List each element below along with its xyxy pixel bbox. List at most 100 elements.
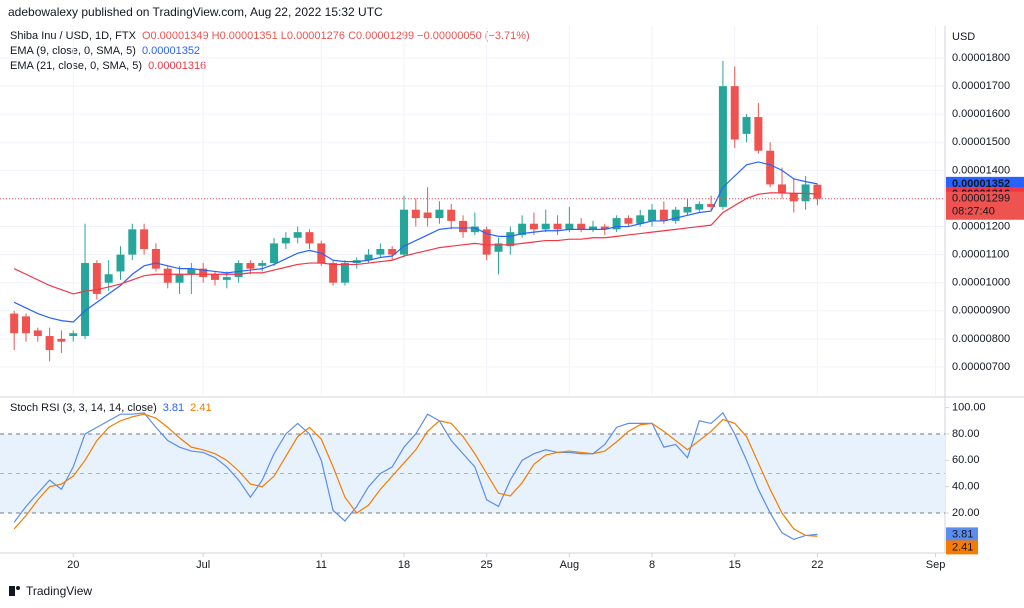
y-tick-label: 60.00 bbox=[952, 454, 980, 466]
candle-body bbox=[482, 229, 491, 255]
candle-body bbox=[305, 232, 314, 244]
x-tick-label: 18 bbox=[398, 559, 410, 571]
y-tick-label: 0.00001100 bbox=[952, 249, 1009, 261]
candle-body bbox=[435, 209, 444, 219]
candle-body bbox=[293, 232, 302, 238]
y-tick-label: 0.00001200 bbox=[952, 220, 1010, 232]
candle-body bbox=[683, 206, 692, 213]
candle-body bbox=[163, 268, 172, 283]
legend-label: Stoch RSI (3, 3, 14, 14, close) bbox=[10, 402, 157, 414]
candle-body bbox=[565, 223, 574, 230]
x-tick-label: 22 bbox=[811, 559, 823, 571]
candle-body bbox=[577, 223, 586, 230]
candle-body bbox=[57, 338, 66, 342]
y-tick-label: 0.00000700 bbox=[952, 361, 1010, 373]
ema-legend: EMA (9, close, 0, SMA, 5) 0.00001352 bbox=[10, 45, 200, 57]
y-tick-label: 0.00001700 bbox=[952, 80, 1010, 92]
legend-value: 0.00001352 bbox=[142, 45, 200, 57]
value-label-box bbox=[946, 527, 978, 542]
y-tick-label: 0.00001500 bbox=[952, 136, 1010, 148]
price-label-box bbox=[946, 191, 1024, 220]
candle-body bbox=[104, 274, 113, 283]
value-label: 3.81 bbox=[952, 528, 973, 540]
candle-body bbox=[553, 223, 562, 230]
candle-body bbox=[210, 274, 219, 280]
candle-body bbox=[270, 243, 279, 264]
candle-body bbox=[612, 218, 621, 230]
candle-body bbox=[506, 232, 515, 247]
candle-body bbox=[518, 223, 527, 235]
y-tick-label: 40.00 bbox=[952, 481, 980, 493]
legend-value: 2.41 bbox=[190, 402, 211, 414]
candle-body bbox=[459, 220, 468, 233]
logo-icon bbox=[16, 586, 20, 590]
logo: TradingView bbox=[9, 584, 92, 598]
candle-body bbox=[695, 204, 704, 210]
x-tick-label: 8 bbox=[649, 559, 655, 571]
candle-body bbox=[742, 117, 751, 134]
value-label: 2.41 bbox=[952, 541, 973, 553]
candle-body bbox=[777, 184, 786, 193]
symbol-legend: Shiba Inu / USD, 1D, FTX O0.00001349 H0.0… bbox=[10, 30, 530, 42]
line bbox=[13, 192, 818, 295]
candle-body bbox=[187, 268, 196, 275]
price-label: 0.00001299 bbox=[952, 193, 1010, 205]
candle-body bbox=[69, 333, 78, 337]
y-tick-label: 0.00001600 bbox=[952, 108, 1010, 120]
line bbox=[13, 161, 818, 323]
candle-body bbox=[624, 218, 633, 224]
candle-body bbox=[718, 86, 727, 207]
candle-body bbox=[329, 263, 338, 283]
candle-body bbox=[588, 226, 597, 230]
x-tick-label: Aug bbox=[560, 559, 580, 571]
candle-body bbox=[636, 215, 645, 224]
line bbox=[13, 411, 818, 541]
y-tick-label: 0.00001800 bbox=[952, 52, 1010, 64]
candle-body bbox=[222, 277, 231, 280]
stoch-legend: Stoch RSI (3, 3, 14, 14, close) 3.81 2.41 bbox=[10, 402, 212, 414]
candle-body bbox=[45, 336, 54, 351]
candle-body bbox=[92, 263, 101, 294]
candle-body bbox=[128, 229, 137, 255]
candle-body bbox=[10, 313, 19, 334]
y-tick-label: 0.00001000 bbox=[952, 277, 1010, 289]
candle-body bbox=[258, 263, 267, 266]
legend-value: 3.81 bbox=[163, 402, 184, 414]
candle-body bbox=[281, 237, 290, 244]
candle-body bbox=[199, 268, 208, 278]
candle-body bbox=[648, 209, 657, 221]
y-tick-label: 20.00 bbox=[952, 507, 980, 519]
candle-body bbox=[33, 330, 42, 337]
candle-body bbox=[411, 209, 420, 219]
x-tick-label: 15 bbox=[729, 559, 741, 571]
x-tick-label: Sep bbox=[926, 559, 946, 571]
y-tick-label: 0.00000800 bbox=[952, 333, 1010, 345]
y-tick-label: 80.00 bbox=[952, 428, 980, 440]
candle-body bbox=[81, 263, 90, 337]
candle-body bbox=[789, 192, 798, 202]
candle-body bbox=[730, 86, 739, 140]
logo-icon bbox=[9, 586, 15, 596]
candle-body bbox=[116, 254, 125, 272]
value-label-box bbox=[946, 540, 978, 555]
axis-label: USD bbox=[952, 31, 975, 43]
candle-body bbox=[813, 184, 822, 199]
candle-body bbox=[234, 263, 243, 278]
x-tick-label: 11 bbox=[316, 559, 327, 571]
x-tick-label: 20 bbox=[67, 559, 79, 571]
y-tick-label: 0.00000900 bbox=[952, 305, 1010, 317]
legend-value: 0.00001316 bbox=[148, 60, 206, 72]
candle-body bbox=[754, 117, 763, 151]
countdown: 08:27:40 bbox=[952, 206, 995, 218]
candle-body bbox=[671, 209, 680, 221]
candle-body bbox=[541, 223, 550, 230]
candle-body bbox=[447, 209, 456, 221]
candle-body bbox=[340, 263, 349, 283]
x-tick-label: 25 bbox=[481, 559, 493, 571]
y-tick-label: 0.00001400 bbox=[952, 164, 1010, 176]
line bbox=[13, 413, 818, 537]
candle-body bbox=[529, 223, 538, 230]
candle-body bbox=[766, 150, 775, 185]
